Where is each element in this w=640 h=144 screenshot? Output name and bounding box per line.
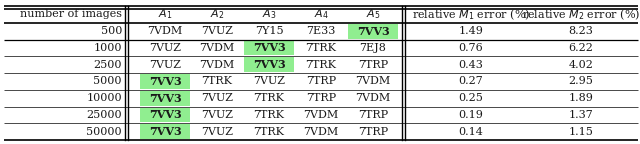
Text: 6.22: 6.22	[568, 43, 593, 53]
Text: 7VDM: 7VDM	[355, 93, 390, 103]
Text: $A_2$: $A_2$	[210, 7, 224, 21]
Text: 1.15: 1.15	[568, 127, 593, 137]
Text: 7Y15: 7Y15	[255, 26, 284, 36]
Text: 7TRK: 7TRK	[305, 60, 337, 70]
Text: 7TRK: 7TRK	[253, 93, 285, 103]
Text: 7VUZ: 7VUZ	[149, 60, 181, 70]
Text: 0.14: 0.14	[459, 127, 483, 137]
Text: relative $M_2$ error (%): relative $M_2$ error (%)	[522, 7, 640, 22]
Text: 0.43: 0.43	[459, 60, 483, 70]
Text: $A_5$: $A_5$	[366, 7, 380, 21]
Text: $A_1$: $A_1$	[158, 7, 172, 21]
Text: 7VV3: 7VV3	[253, 59, 285, 70]
Text: 0.76: 0.76	[459, 43, 483, 53]
Text: 7TRP: 7TRP	[306, 76, 336, 86]
Text: 7VV3: 7VV3	[148, 76, 181, 87]
Text: 7VDM: 7VDM	[303, 127, 339, 137]
Text: 7VV3: 7VV3	[148, 109, 181, 120]
Text: 7TRK: 7TRK	[253, 127, 285, 137]
Text: 1000: 1000	[93, 43, 122, 53]
Bar	[140, 91, 190, 106]
Bar	[244, 40, 294, 55]
Text: 500: 500	[100, 26, 122, 36]
Text: 7TRK: 7TRK	[305, 43, 337, 53]
Text: 5000: 5000	[93, 76, 122, 86]
Text: 7TRK: 7TRK	[253, 110, 285, 120]
Text: 7TRP: 7TRP	[358, 127, 388, 137]
Text: 4.02: 4.02	[568, 60, 593, 70]
Text: 7VDM: 7VDM	[147, 26, 182, 36]
Text: 7VDM: 7VDM	[200, 43, 235, 53]
Text: 8.23: 8.23	[568, 26, 593, 36]
Text: 7TRP: 7TRP	[358, 110, 388, 120]
Text: 1.89: 1.89	[568, 93, 593, 103]
Text: 7VV3: 7VV3	[148, 93, 181, 104]
Text: 7TRK: 7TRK	[202, 76, 232, 86]
Text: 2.95: 2.95	[568, 76, 593, 86]
Text: 7E33: 7E33	[307, 26, 336, 36]
Text: 7VUZ: 7VUZ	[253, 76, 285, 86]
Text: number of images: number of images	[20, 9, 122, 19]
Text: 7VDM: 7VDM	[200, 60, 235, 70]
Text: 7VDM: 7VDM	[355, 76, 390, 86]
Text: 25000: 25000	[86, 110, 122, 120]
Text: 7TRP: 7TRP	[358, 60, 388, 70]
Text: 7TRP: 7TRP	[306, 93, 336, 103]
Text: 7VUZ: 7VUZ	[201, 26, 233, 36]
Text: $A_4$: $A_4$	[314, 7, 328, 21]
Text: 7VUZ: 7VUZ	[201, 93, 233, 103]
Text: 7VV3: 7VV3	[356, 26, 389, 37]
Text: 7VV3: 7VV3	[148, 126, 181, 137]
Text: 7VUZ: 7VUZ	[201, 127, 233, 137]
Text: 7VUZ: 7VUZ	[201, 110, 233, 120]
Text: 0.25: 0.25	[459, 93, 483, 103]
Text: 0.19: 0.19	[459, 110, 483, 120]
Bar	[244, 57, 294, 72]
Text: 7EJ8: 7EJ8	[360, 43, 387, 53]
Bar	[140, 108, 190, 122]
Text: 2500: 2500	[93, 60, 122, 70]
Text: 7VV3: 7VV3	[253, 42, 285, 53]
Text: 7VUZ: 7VUZ	[149, 43, 181, 53]
Text: relative $M_1$ error (%): relative $M_1$ error (%)	[412, 7, 530, 22]
Bar	[140, 124, 190, 139]
Bar	[140, 74, 190, 89]
Text: 10000: 10000	[86, 93, 122, 103]
Text: 0.27: 0.27	[459, 76, 483, 86]
Text: 7VDM: 7VDM	[303, 110, 339, 120]
Text: 1.49: 1.49	[459, 26, 483, 36]
Text: 50000: 50000	[86, 127, 122, 137]
Text: 1.37: 1.37	[568, 110, 593, 120]
Text: $A_3$: $A_3$	[262, 7, 276, 21]
Bar	[348, 24, 398, 38]
